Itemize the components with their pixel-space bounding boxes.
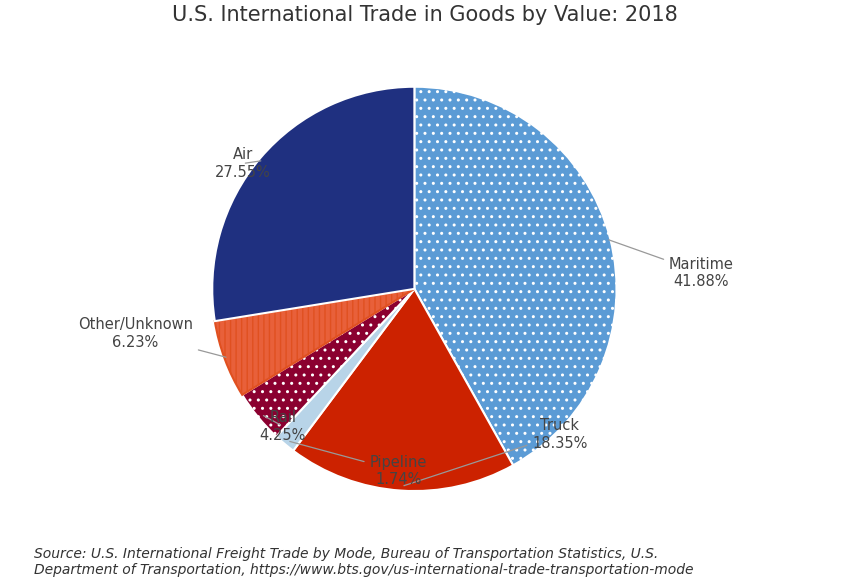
Wedge shape bbox=[242, 289, 414, 437]
Text: Pipeline
1.74%: Pipeline 1.74% bbox=[290, 441, 427, 487]
Wedge shape bbox=[293, 289, 513, 491]
Text: Truck
18.35%: Truck 18.35% bbox=[404, 418, 588, 486]
Title: U.S. International Trade in Goods by Value: 2018: U.S. International Trade in Goods by Val… bbox=[171, 5, 678, 25]
Text: Source: U.S. International Freight Trade by Mode, Bureau of Transportation Stati: Source: U.S. International Freight Trade… bbox=[34, 547, 694, 577]
Wedge shape bbox=[276, 289, 414, 451]
Text: Rail
4.25%: Rail 4.25% bbox=[260, 410, 306, 442]
Wedge shape bbox=[414, 87, 616, 465]
Text: Other/Unknown
6.23%: Other/Unknown 6.23% bbox=[78, 317, 226, 357]
Text: Air
27.55%: Air 27.55% bbox=[215, 147, 271, 180]
Wedge shape bbox=[212, 87, 414, 321]
Wedge shape bbox=[215, 289, 414, 395]
Text: Maritime
41.88%: Maritime 41.88% bbox=[609, 240, 734, 289]
